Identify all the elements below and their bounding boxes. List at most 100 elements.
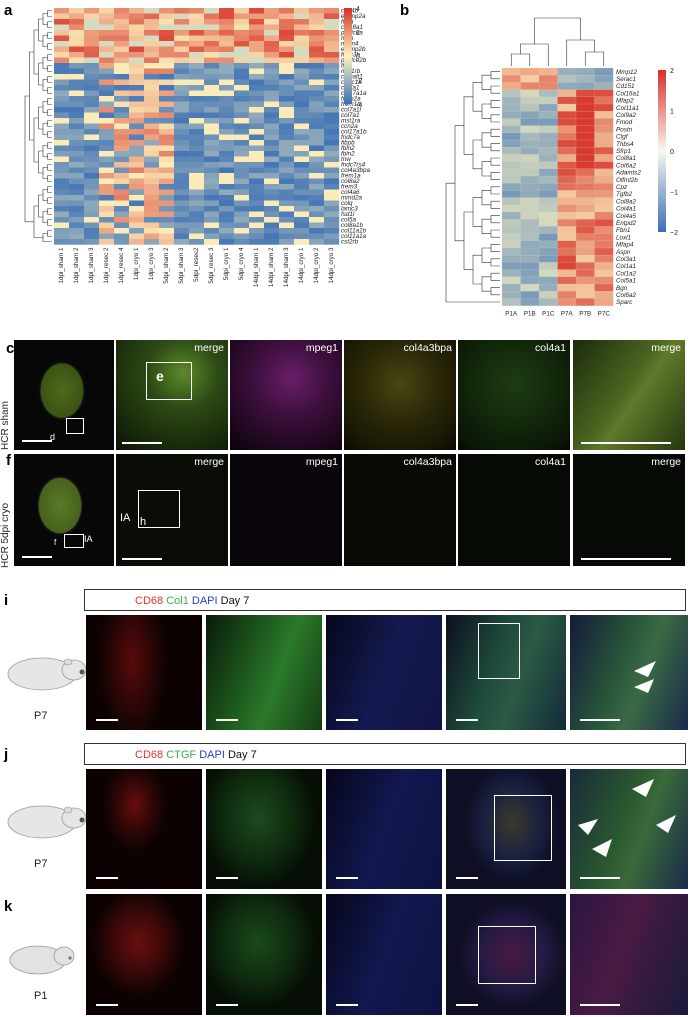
- heatmap-cell: [174, 57, 190, 64]
- heatmap-cell: [219, 8, 235, 14]
- gene-label: col4a3bpa: [341, 167, 371, 174]
- heatmap-cell: [129, 52, 145, 58]
- heatmap-cell: [309, 13, 325, 20]
- heatmap-cell: [174, 118, 190, 124]
- heatmap-cell: [309, 79, 325, 86]
- heatmap-cell: [174, 173, 190, 179]
- heatmap-cell: [294, 35, 310, 42]
- heatmap-cell: [557, 240, 577, 249]
- heatmap-cell: [114, 239, 130, 245]
- heatmap-cell: [174, 228, 190, 234]
- heatmap-cell: [114, 162, 130, 168]
- heatmap-cell: [189, 233, 205, 240]
- heatmap-cell: [174, 206, 190, 212]
- heatmap-cell: [264, 118, 280, 124]
- heatmap-cell: [309, 189, 325, 196]
- heatmap-cell: [264, 167, 280, 174]
- heatmap-cell: [294, 151, 310, 157]
- heatmap-cell: [234, 112, 250, 119]
- heatmap-cell: [219, 167, 235, 174]
- heatmap-cell: [54, 233, 70, 240]
- heatmap-cell: [84, 145, 100, 152]
- scale-bar: [580, 719, 620, 721]
- heatmap-cell: [501, 183, 521, 191]
- heatmap-cell: [84, 228, 100, 234]
- heatmap-cell: [144, 101, 160, 108]
- heatmap-cell: [84, 90, 100, 97]
- heatmap-cell: [174, 239, 190, 245]
- heatmap-cell: [99, 52, 115, 58]
- heatmap-cell: [189, 151, 205, 157]
- heatmap-cell: [234, 96, 250, 102]
- scale-bar: [216, 719, 238, 721]
- heatmap-cell: [69, 101, 85, 108]
- heatmap-cell: [264, 129, 280, 135]
- dendrogram-rows: [445, 71, 500, 303]
- heatmap-cell: [501, 125, 521, 134]
- sample-label: 1dpi_cryo 1: [133, 247, 140, 280]
- heatmap-cell: [219, 85, 235, 91]
- heatmap-cell: [309, 178, 325, 185]
- heatmap-cell: [279, 85, 295, 91]
- heatmap-cell: [294, 118, 310, 124]
- heatmap-cell: [501, 247, 521, 256]
- heatmap-cell: [69, 63, 85, 69]
- heatmap-cell: [501, 89, 521, 98]
- heatmap-cell: [249, 57, 265, 64]
- heatmap-cell: [594, 96, 614, 105]
- heatmap-cell: [219, 35, 235, 42]
- heatmap-cell: [54, 129, 70, 135]
- heatmap-cell: [249, 211, 265, 218]
- heatmap-cell: [129, 123, 145, 130]
- legend-cd68: CD68: [135, 749, 164, 761]
- heatmap-cell: [114, 206, 130, 212]
- heatmap-cell: [99, 118, 115, 124]
- heatmap-cell: [538, 118, 558, 126]
- heatmap-cell: [557, 226, 577, 234]
- heatmap-cell: [114, 140, 130, 146]
- inset-box-d: [66, 418, 84, 434]
- heatmap-cell: [264, 211, 280, 218]
- heatmap-cell: [309, 35, 325, 42]
- heatmap-cell: [219, 90, 235, 97]
- heatmap-cell: [204, 151, 220, 157]
- heatmap-cell: [594, 211, 614, 220]
- heatmap-cell: [294, 140, 310, 146]
- heatmap-cell: [84, 85, 100, 91]
- heatmap-cell: [249, 8, 265, 14]
- heatmap-cell: [249, 222, 265, 229]
- heatmap-cell: [309, 90, 325, 97]
- heatmap-cell: [264, 101, 280, 108]
- heatmap-cell: [114, 123, 130, 130]
- heatmap-cell: [174, 52, 190, 58]
- heatmap-cell: [219, 123, 235, 130]
- gene-label: col7a1: [341, 112, 360, 119]
- inset-box: [494, 795, 552, 861]
- heatmap-cell: [159, 118, 175, 124]
- heatmap-cell: [159, 8, 175, 14]
- heatmap-cell: [204, 30, 220, 36]
- heatmap-cell: [219, 206, 235, 212]
- arrowhead-icon: [634, 661, 656, 693]
- heatmap-cell: [174, 35, 190, 42]
- heatmap-cell: [249, 134, 265, 141]
- heatmap-cell: [309, 233, 325, 240]
- heatmap-cell: [557, 269, 577, 278]
- heatmap-cell: [249, 189, 265, 196]
- gene-label: Col5a1: [616, 278, 636, 285]
- heatmap-cell: [279, 145, 295, 152]
- heatmap-cell: [294, 134, 310, 141]
- gene-label: Col1a2: [616, 270, 636, 277]
- heatmap-cell: [557, 190, 577, 198]
- heatmap-cell: [538, 219, 558, 227]
- heatmap-cell: [575, 197, 595, 206]
- heatmap-cell: [99, 41, 115, 47]
- heatmap-cell: [575, 82, 595, 90]
- heatmap-cell: [294, 200, 310, 207]
- heatmap-cell: [69, 184, 85, 190]
- heatmap-cell: [264, 173, 280, 179]
- heatmap-cell: [54, 30, 70, 36]
- heatmap-cell: [204, 118, 220, 124]
- heatmap-cell: [144, 13, 160, 20]
- heatmap-cell: [219, 68, 235, 75]
